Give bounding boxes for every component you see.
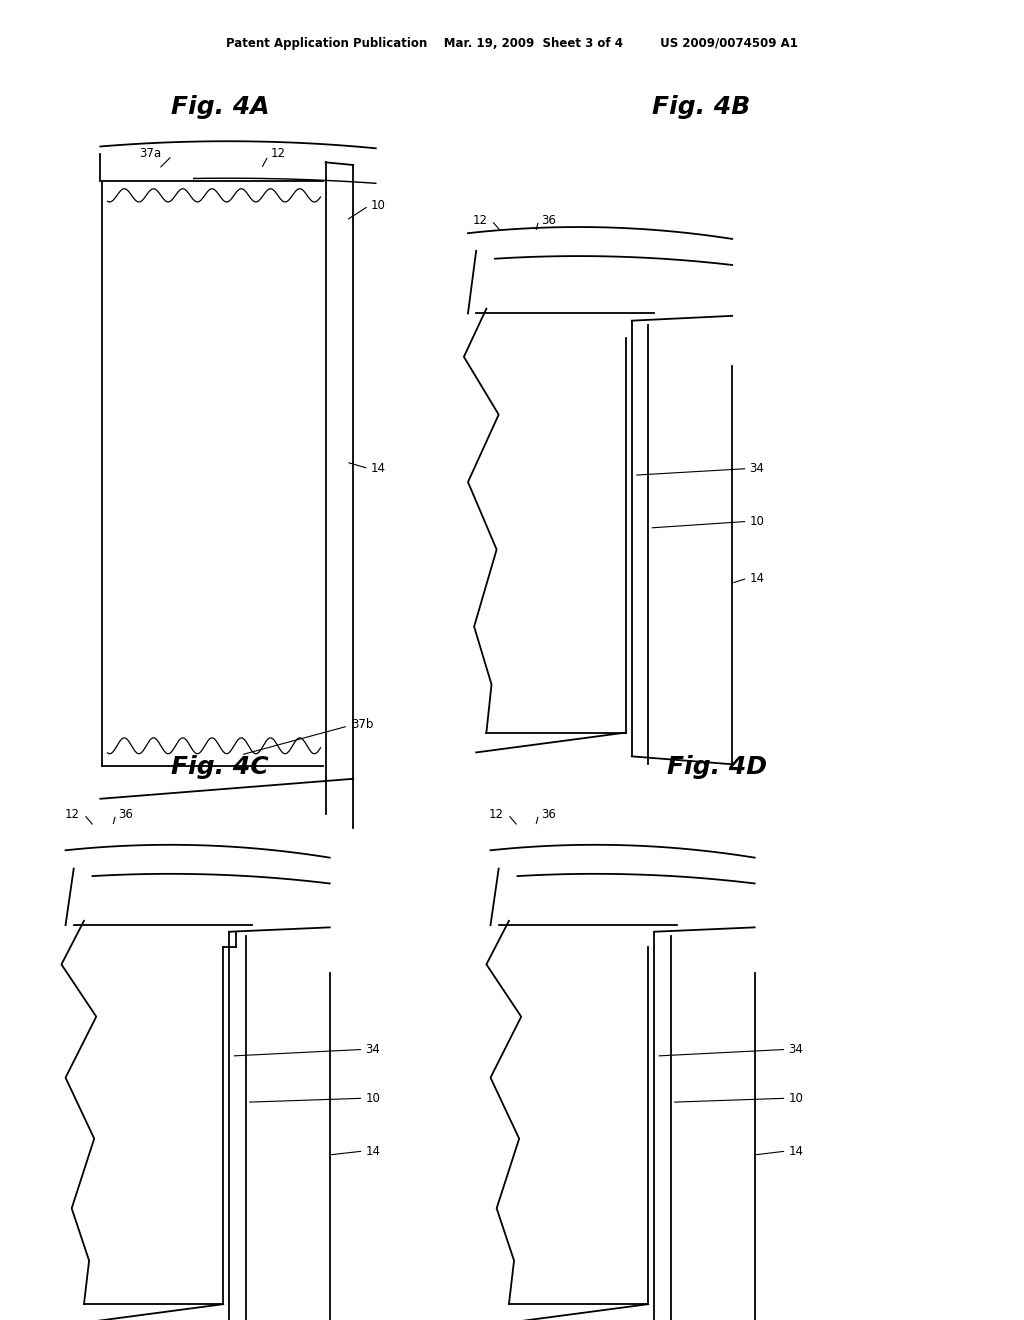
Text: 37b: 37b: [351, 718, 374, 731]
Text: 36: 36: [541, 214, 556, 227]
Text: 10: 10: [788, 1092, 804, 1105]
Text: Fig. 4C: Fig. 4C: [171, 755, 269, 779]
Text: 14: 14: [366, 1144, 381, 1158]
Text: 14: 14: [371, 462, 386, 475]
Text: 37a: 37a: [139, 147, 162, 160]
Text: Fig. 4B: Fig. 4B: [652, 95, 751, 119]
Text: 36: 36: [118, 808, 133, 821]
Text: Patent Application Publication    Mar. 19, 2009  Sheet 3 of 4         US 2009/00: Patent Application Publication Mar. 19, …: [226, 37, 798, 50]
Text: 14: 14: [788, 1144, 804, 1158]
Text: Fig. 4D: Fig. 4D: [667, 755, 767, 779]
Text: 12: 12: [270, 147, 286, 160]
Text: 12: 12: [488, 808, 504, 821]
Text: 10: 10: [366, 1092, 381, 1105]
Text: 34: 34: [750, 462, 765, 475]
Text: 10: 10: [750, 515, 765, 528]
Text: 12: 12: [472, 214, 487, 227]
Text: 36: 36: [541, 808, 556, 821]
Text: 14: 14: [750, 572, 765, 585]
Text: 10: 10: [371, 199, 386, 213]
Text: 12: 12: [65, 808, 80, 821]
Text: Fig. 4A: Fig. 4A: [171, 95, 269, 119]
Text: 34: 34: [788, 1043, 804, 1056]
Text: 34: 34: [366, 1043, 381, 1056]
